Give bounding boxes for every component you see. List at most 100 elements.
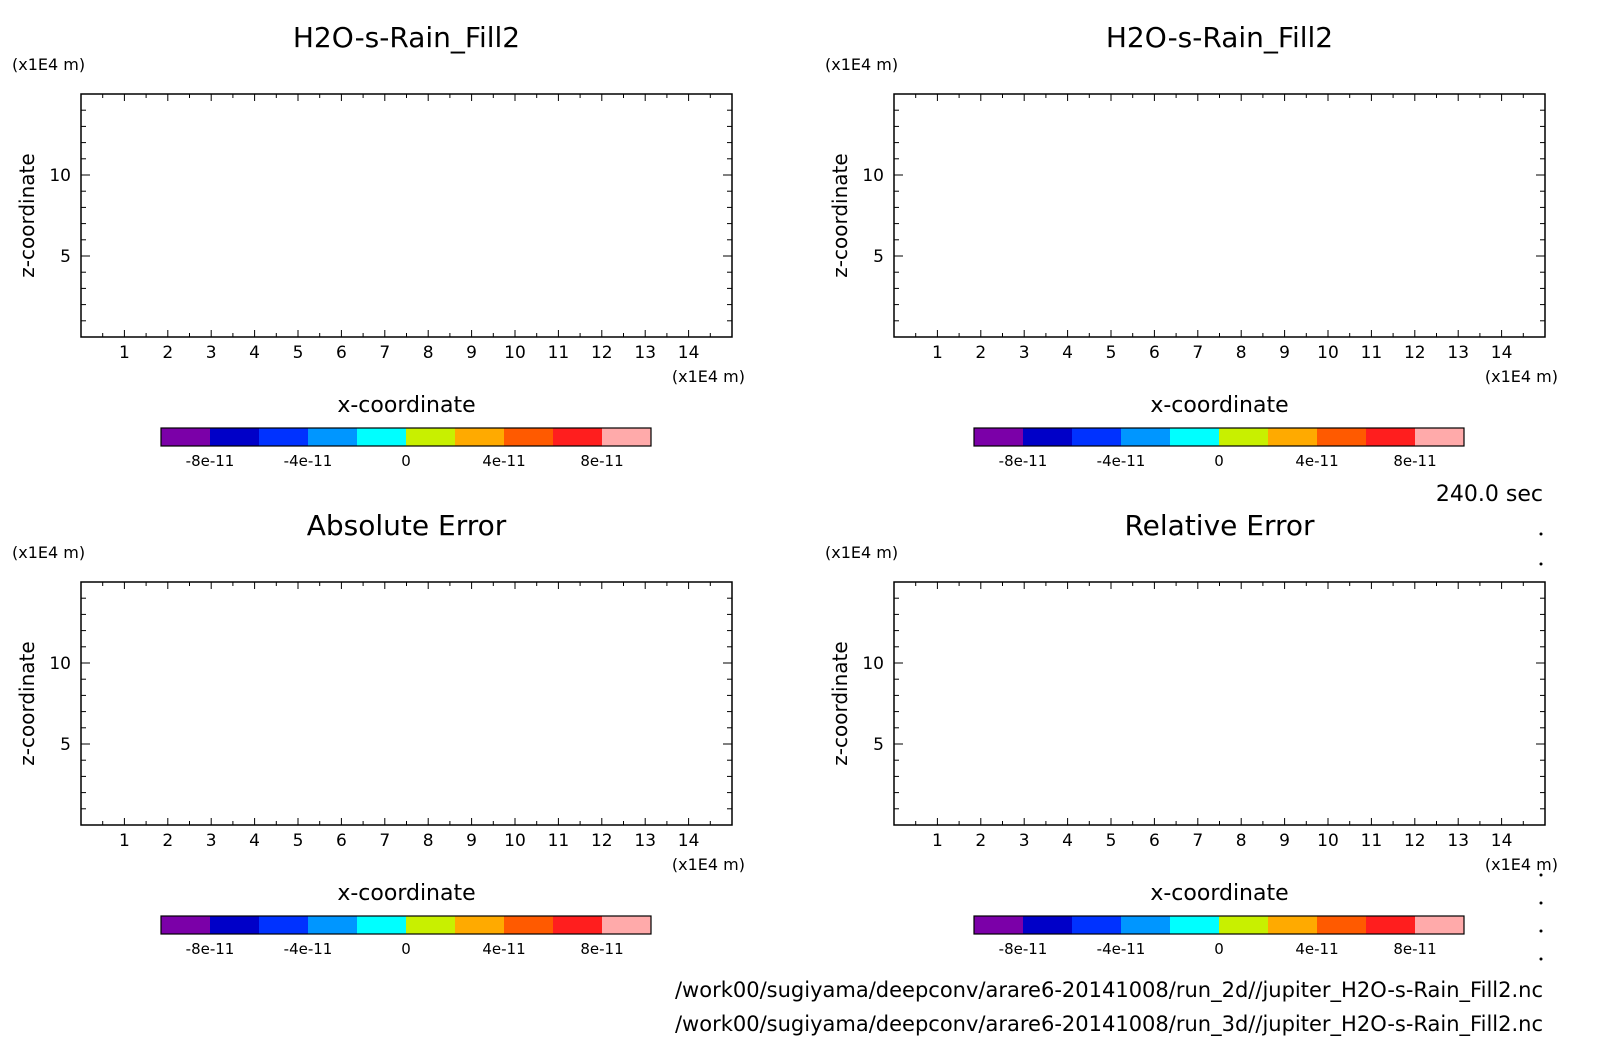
dot-marker xyxy=(1539,532,1543,536)
x-tick-label: 9 xyxy=(1279,831,1290,851)
x-tick-label: 14 xyxy=(678,343,700,363)
x-tick-label: 13 xyxy=(634,831,656,851)
colorbar-swatch xyxy=(1317,916,1367,934)
x-tick-label: 11 xyxy=(548,343,570,363)
y-tick-label: 10 xyxy=(49,654,71,674)
chart-title: H2O-s-Rain_Fill2 xyxy=(1106,21,1333,54)
x-tick-label: 10 xyxy=(504,831,526,851)
y-tick-label: 5 xyxy=(873,735,884,755)
chart-title: H2O-s-Rain_Fill2 xyxy=(293,21,520,54)
colorbar-swatch xyxy=(974,916,1024,934)
x-tick-label: 1 xyxy=(932,343,943,363)
x-tick-label: 3 xyxy=(1019,343,1030,363)
colorbar-tick-label: 8e-11 xyxy=(1393,452,1436,470)
x-tick-label: 3 xyxy=(206,343,217,363)
dot-marker xyxy=(1539,929,1543,933)
x-tick-label: 4 xyxy=(249,831,260,851)
x-tick-label: 1 xyxy=(119,343,130,363)
x-tick-label: 7 xyxy=(1192,343,1203,363)
colorbar-swatch xyxy=(161,428,211,446)
colorbar-swatch xyxy=(1170,916,1220,934)
colorbar-swatch xyxy=(406,916,456,934)
x-tick-label: 12 xyxy=(1404,343,1426,363)
colorbar-swatch xyxy=(1121,916,1171,934)
x-tick-label: 1 xyxy=(932,831,943,851)
x-axis-label: x-coordinate xyxy=(337,393,475,418)
chart-panel-3: Absolute Error(x1E4 m)1 2 3 4 5 6 7 8 9 10 11 12 13 1… xyxy=(12,509,745,958)
y-unit-label: (x1E4 m) xyxy=(12,55,85,74)
x-tick-label: 4 xyxy=(1062,831,1073,851)
colorbar-tick-label: 0 xyxy=(401,940,411,958)
colorbar-swatch xyxy=(308,916,358,934)
x-tick-label: 9 xyxy=(466,831,477,851)
y-unit-label: (x1E4 m) xyxy=(825,55,898,74)
x-tick-label: 11 xyxy=(1361,831,1383,851)
colorbar-swatch xyxy=(1415,916,1465,934)
dot-marker xyxy=(1539,562,1543,566)
colorbar-swatch xyxy=(1072,916,1122,934)
x-tick-label: 4 xyxy=(249,343,260,363)
chart-panel-2: H2O-s-Rain_Fill2(x1E4 m)1 2 3 4 5 6 7 8 9 10 11 12 1… xyxy=(825,21,1558,470)
x-tick-label: 6 xyxy=(336,831,347,851)
x-tick-label: 2 xyxy=(975,831,986,851)
x-tick-label: 10 xyxy=(504,343,526,363)
dot-markers xyxy=(1539,532,1543,961)
chart-panel-1: H2O-s-Rain_Fill2(x1E4 m)1 2 3 4 5 6 7 8 9 10 11 12 1… xyxy=(12,21,745,470)
colorbar-swatch xyxy=(1268,916,1318,934)
x-unit-label: (x1E4 m) xyxy=(1485,367,1558,386)
colorbar-tick-label: 8e-11 xyxy=(1393,940,1436,958)
colorbar-swatch xyxy=(553,916,603,934)
colorbar-tick-label: 4e-11 xyxy=(1295,452,1338,470)
x-tick-label: 5 xyxy=(1106,831,1117,851)
x-tick-label: 1 xyxy=(119,831,130,851)
colorbar-swatch xyxy=(210,916,260,934)
x-tick-label: 3 xyxy=(1019,831,1030,851)
x-tick-label: 3 xyxy=(206,831,217,851)
x-tick-label: 6 xyxy=(1149,831,1160,851)
colorbar-tick-label: -8e-11 xyxy=(999,452,1048,470)
chart-panel-4: Relative Error(x1E4 m)1 2 3 4 5 6 7 8 9 10 11 12 13 1… xyxy=(825,509,1558,958)
colorbar-tick-label: -4e-11 xyxy=(284,940,333,958)
x-tick-label: 5 xyxy=(293,343,304,363)
x-axis-label: x-coordinate xyxy=(1150,881,1288,906)
x-tick-label: 6 xyxy=(336,343,347,363)
x-tick-label: 8 xyxy=(423,343,434,363)
colorbar-swatch xyxy=(161,916,211,934)
x-tick-label: 12 xyxy=(591,343,613,363)
x-tick-label: 13 xyxy=(1447,831,1469,851)
colorbar-tick-label: -4e-11 xyxy=(1097,940,1146,958)
y-tick-label: 5 xyxy=(60,735,71,755)
x-tick-label: 8 xyxy=(1236,343,1247,363)
x-tick-label: 5 xyxy=(1106,343,1117,363)
y-axis-label: z-coordinate xyxy=(15,641,39,765)
colorbar-tick-label: 0 xyxy=(1214,452,1224,470)
colorbar-swatch xyxy=(504,428,554,446)
x-tick-label: 5 xyxy=(293,831,304,851)
panels-layer: H2O-s-Rain_Fill2(x1E4 m)1 2 3 4 5 6 7 8 9 10 11 12 1… xyxy=(12,21,1558,958)
colorbar-swatch xyxy=(455,916,505,934)
x-tick-label: 12 xyxy=(591,831,613,851)
colorbar-swatch xyxy=(308,428,358,446)
colorbar-tick-label: 4e-11 xyxy=(1295,940,1338,958)
colorbar-swatch xyxy=(1072,428,1122,446)
colorbar-swatch xyxy=(210,428,260,446)
y-tick-label: 10 xyxy=(862,166,884,186)
colorbar-swatch xyxy=(974,428,1024,446)
colorbar-swatch xyxy=(1170,428,1220,446)
x-tick-label: 8 xyxy=(423,831,434,851)
y-tick-label: 5 xyxy=(60,247,71,267)
colorbar-swatch xyxy=(357,428,407,446)
colorbar-tick-label: 4e-11 xyxy=(482,452,525,470)
colorbar-swatch xyxy=(259,428,309,446)
x-tick-label: 13 xyxy=(1447,343,1469,363)
colorbar-swatch xyxy=(602,916,652,934)
colorbar-tick-label: 8e-11 xyxy=(580,452,623,470)
chart-title: Absolute Error xyxy=(307,509,507,542)
x-tick-label: 14 xyxy=(678,831,700,851)
colorbar-tick-label: -4e-11 xyxy=(284,452,333,470)
dot-marker xyxy=(1539,901,1543,905)
y-axis-label: z-coordinate xyxy=(828,641,852,765)
colorbar-frame xyxy=(973,915,1465,935)
colorbar-swatch xyxy=(1219,916,1269,934)
